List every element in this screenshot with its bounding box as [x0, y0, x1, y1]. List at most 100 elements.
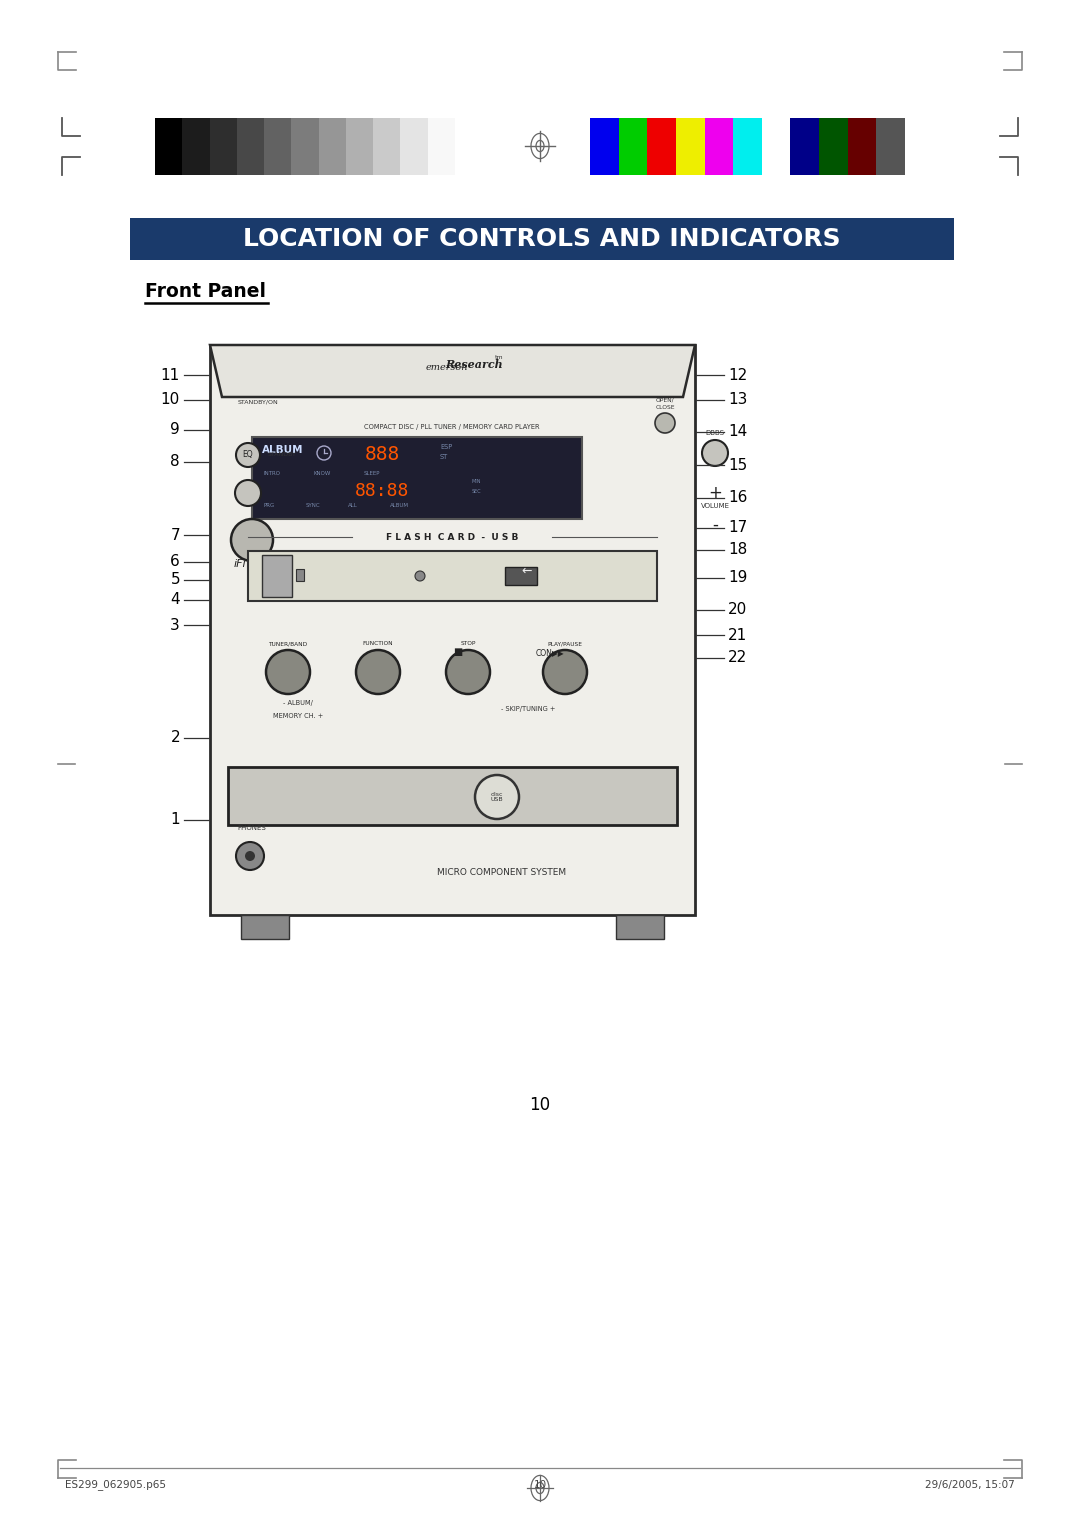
Text: VOLUME: VOLUME: [701, 503, 729, 509]
Text: 14: 14: [728, 425, 747, 440]
Text: ←: ←: [521, 565, 531, 578]
Text: STANDBY/ON: STANDBY/ON: [238, 399, 279, 403]
Text: - SKIP/TUNING +: - SKIP/TUNING +: [501, 706, 555, 712]
Text: CLOSE: CLOSE: [656, 405, 675, 410]
Bar: [616, 915, 664, 940]
Bar: [428, 118, 455, 176]
Text: PHONES: PHONES: [238, 825, 267, 831]
Bar: [252, 437, 582, 520]
Text: ST: ST: [440, 454, 448, 460]
Circle shape: [231, 520, 273, 561]
Text: PRG: PRG: [264, 503, 275, 507]
Text: MIN: MIN: [472, 478, 482, 484]
Text: ES299_062905.p65: ES299_062905.p65: [65, 1479, 166, 1490]
Text: PLAY/PAUSE: PLAY/PAUSE: [548, 642, 582, 646]
Circle shape: [266, 649, 310, 694]
Text: SEC: SEC: [472, 489, 482, 494]
Polygon shape: [210, 345, 696, 397]
Bar: [130, 219, 954, 260]
Text: 17: 17: [728, 521, 747, 535]
Bar: [210, 118, 237, 176]
Bar: [292, 118, 319, 176]
Text: 19: 19: [728, 570, 747, 585]
Text: +: +: [708, 484, 721, 503]
Text: CON▶▶: CON▶▶: [536, 648, 565, 657]
Bar: [791, 118, 819, 176]
Text: ESP: ESP: [440, 445, 453, 451]
Bar: [733, 118, 761, 176]
Text: 2: 2: [171, 730, 180, 746]
Bar: [647, 118, 676, 176]
Text: MICRO COMPONENT SYSTEM: MICRO COMPONENT SYSTEM: [437, 868, 567, 877]
Bar: [237, 118, 265, 176]
Bar: [296, 568, 303, 581]
Circle shape: [237, 842, 264, 869]
Bar: [401, 118, 428, 176]
Circle shape: [235, 480, 261, 506]
Text: F L A S H  C A R D  -  U S B: F L A S H C A R D - U S B: [386, 532, 518, 541]
Text: 88:88: 88:88: [355, 481, 409, 500]
Text: 4: 4: [171, 593, 180, 608]
Text: emerson: emerson: [426, 362, 469, 371]
Text: tm: tm: [495, 354, 503, 361]
Bar: [876, 118, 905, 176]
Text: SYNC: SYNC: [306, 503, 321, 507]
Text: 10: 10: [529, 1096, 551, 1114]
Text: 7: 7: [171, 527, 180, 542]
Text: 20: 20: [728, 602, 747, 617]
Text: STANDBY: STANDBY: [268, 452, 297, 457]
Circle shape: [446, 649, 490, 694]
Text: 10: 10: [534, 1481, 546, 1490]
Text: KNOW: KNOW: [314, 471, 332, 477]
Bar: [319, 118, 346, 176]
Text: STOP: STOP: [460, 642, 476, 646]
Text: 888: 888: [364, 446, 400, 465]
Text: ALBUM: ALBUM: [262, 445, 303, 455]
Bar: [210, 345, 696, 915]
Text: TUNER/BAND: TUNER/BAND: [269, 642, 308, 646]
Text: 11: 11: [161, 368, 180, 382]
Text: 9: 9: [171, 423, 180, 437]
Bar: [262, 555, 292, 597]
Text: 1: 1: [171, 813, 180, 828]
Text: ALL: ALL: [348, 503, 357, 507]
Text: 8: 8: [171, 454, 180, 469]
Bar: [704, 118, 733, 176]
Bar: [505, 567, 537, 585]
Text: 5: 5: [171, 573, 180, 587]
Text: FUNCTION: FUNCTION: [363, 642, 393, 646]
Text: 29/6/2005, 15:07: 29/6/2005, 15:07: [926, 1481, 1015, 1490]
Text: 13: 13: [728, 393, 747, 408]
Text: disc
USB: disc USB: [490, 792, 503, 802]
Text: 10: 10: [161, 393, 180, 408]
Bar: [346, 118, 374, 176]
Bar: [819, 118, 848, 176]
Circle shape: [415, 571, 426, 581]
Text: OPEN/: OPEN/: [656, 397, 674, 402]
Text: -: -: [712, 516, 718, 533]
Text: 3: 3: [171, 617, 180, 633]
Bar: [183, 118, 210, 176]
Bar: [248, 552, 657, 601]
Text: - ALBUM/: - ALBUM/: [283, 700, 313, 706]
Text: DBBS: DBBS: [705, 429, 725, 435]
Text: 6: 6: [171, 555, 180, 570]
Text: iFi: iFi: [233, 559, 246, 568]
Circle shape: [702, 440, 728, 466]
Text: COMPACT DISC / PLL TUNER / MEMORY CARD PLAYER: COMPACT DISC / PLL TUNER / MEMORY CARD P…: [364, 423, 540, 429]
Bar: [228, 767, 677, 825]
Text: Research: Research: [445, 359, 503, 370]
Text: ■: ■: [454, 646, 462, 657]
Bar: [241, 915, 289, 940]
Text: 22: 22: [728, 651, 747, 666]
Bar: [761, 118, 791, 176]
Text: Front Panel: Front Panel: [145, 283, 266, 301]
Text: 21: 21: [728, 628, 747, 642]
Text: LOCATION OF CONTROLS AND INDICATORS: LOCATION OF CONTROLS AND INDICATORS: [243, 228, 841, 251]
Circle shape: [475, 775, 519, 819]
Text: 12: 12: [728, 368, 747, 382]
Text: 16: 16: [728, 490, 747, 506]
Circle shape: [356, 649, 400, 694]
Text: EQ: EQ: [243, 451, 254, 460]
Bar: [156, 118, 183, 176]
